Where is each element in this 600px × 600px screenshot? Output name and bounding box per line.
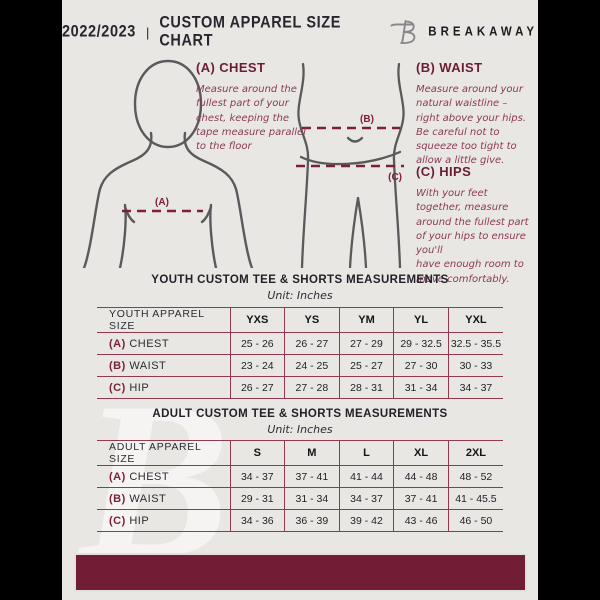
measurement-row: (A) CHEST 34 - 37 37 - 41 41 - 44 44 - 48 48 …	[97, 465, 503, 488]
size-chart-document: B 2022/2023 | CUSTOM APPAREL SIZE CHART …	[62, 0, 538, 600]
size-range-cell: 37 - 41	[284, 465, 340, 488]
measurement-letter: (A)	[109, 470, 126, 483]
title-year: 2022/2023	[62, 23, 136, 41]
measurement-label-cell: (A) CHEST	[97, 332, 230, 355]
size-range-cell: 29 - 32.5	[393, 332, 449, 355]
size-range-cell: 34 - 37	[447, 376, 503, 399]
size-range-cell: 41 - 44	[338, 465, 394, 488]
size-range-cell: 27 - 28	[284, 376, 340, 399]
size-range-cell: 25 - 26	[229, 332, 285, 355]
size-table-header-row: ADULT APPAREL SIZE S M L XL 2XL	[97, 440, 503, 466]
hips-instruction-body: With your feet together, measure around …	[416, 188, 529, 285]
adult-table-unit: Unit: Inches	[267, 423, 333, 436]
size-range-cell: 28 - 31	[338, 376, 394, 399]
size-range-cell: 29 - 31	[229, 487, 285, 510]
size-column-header: YL	[393, 307, 449, 333]
size-range-cell: 23 - 24	[229, 354, 285, 377]
hips-figure-diagram: (B) (C)	[296, 62, 405, 268]
size-column-header: XL	[393, 440, 449, 466]
measurement-label-cell: (B) WAIST	[97, 354, 230, 377]
title-main: CUSTOM APPAREL SIZE CHART	[159, 14, 342, 50]
size-range-cell: 39 - 42	[338, 509, 394, 532]
youth-table-unit: Unit: Inches	[267, 289, 333, 302]
header: 2022/2023 | CUSTOM APPAREL SIZE CHART BR…	[62, 14, 538, 50]
measurement-row: (A) CHEST 25 - 26 26 - 27 27 - 29 29 - 32.5 3…	[97, 332, 503, 355]
measurement-label-cell: (A) CHEST	[97, 465, 230, 488]
measurement-letter: (B)	[109, 492, 126, 505]
size-column-header: 2XL	[447, 440, 503, 466]
size-range-cell: 26 - 27	[229, 376, 285, 399]
chest-line-label: (A)	[155, 197, 169, 208]
size-column-header: YM	[338, 307, 394, 333]
size-range-cell: 31 - 34	[393, 376, 449, 399]
adult-table-title: ADULT CUSTOM TEE & SHORTS MEASUREMENTS	[152, 408, 448, 420]
size-range-cell: 32.5 - 35.5	[447, 332, 503, 355]
size-range-cell: 46 - 50	[447, 509, 503, 532]
measurement-label-cell: (C) HIP	[97, 509, 230, 532]
chest-instruction-body: Measure around the fullest part of your …	[196, 84, 306, 153]
size-range-cell: 34 - 37	[229, 465, 285, 488]
measurement-row: (B) WAIST 29 - 31 31 - 34 34 - 37 37 - 41 41 …	[97, 487, 503, 510]
page-title: 2022/2023 | CUSTOM APPAREL SIZE CHART	[62, 14, 368, 50]
measurement-row: (C) HIP 34 - 36 36 - 39 39 - 42 43 - 46 46 - …	[97, 509, 503, 532]
size-range-cell: 26 - 27	[284, 332, 340, 355]
hips-instruction-heading: (C) HIPS	[416, 164, 472, 179]
size-column-header: M	[284, 440, 340, 466]
size-range-cell: 27 - 30	[393, 354, 449, 377]
size-range-cell: 25 - 27	[338, 354, 394, 377]
size-range-cell: 27 - 29	[338, 332, 394, 355]
size-range-cell: 43 - 46	[393, 509, 449, 532]
measurement-letter: (A)	[109, 337, 126, 350]
size-table-corner-header: YOUTH APPAREL SIZE	[97, 307, 230, 333]
measurement-row: (C) HIP 26 - 27 27 - 28 28 - 31 31 - 34 34 - …	[97, 376, 503, 399]
waist-line-label: (B)	[360, 114, 374, 125]
measurement-label-cell: (C) HIP	[97, 376, 230, 399]
footer-accent-bar	[74, 553, 527, 592]
brand: BREAKAWAY	[390, 19, 538, 45]
waist-instruction-body: Measure around your natural waistline – …	[416, 84, 527, 167]
breakaway-b-logo-icon	[390, 20, 416, 44]
size-column-header: L	[338, 440, 394, 466]
size-range-cell: 36 - 39	[284, 509, 340, 532]
size-range-cell: 30 - 33	[447, 354, 503, 377]
size-column-header: YXS	[229, 307, 285, 333]
size-range-cell: 34 - 37	[338, 487, 394, 510]
hips-instruction: (C) HIPS With your feet together, measur…	[416, 164, 538, 287]
waist-instruction: (B) WAIST Measure around your natural wa…	[416, 60, 538, 169]
brand-name: BREAKAWAY	[428, 25, 538, 39]
measurement-letter: (B)	[109, 359, 126, 372]
measurement-letter: (C)	[109, 514, 126, 527]
youth-size-table: YOUTH APPAREL SIZE YXS YS YM YL YXL (A) CHEST 2…	[97, 307, 503, 399]
measurement-label-cell: (B) WAIST	[97, 487, 230, 510]
measurement-row: (B) WAIST 23 - 24 24 - 25 25 - 27 27 - 30 30 …	[97, 354, 503, 377]
title-separator: |	[145, 24, 150, 40]
size-column-header: YS	[284, 307, 340, 333]
size-range-cell: 34 - 36	[229, 509, 285, 532]
size-range-cell: 48 - 52	[447, 465, 503, 488]
youth-table-title: YOUTH CUSTOM TEE & SHORTS MEASUREMENTS	[151, 274, 449, 286]
measurement-letter: (C)	[109, 381, 126, 394]
waist-instruction-heading: (B) WAIST	[416, 60, 483, 75]
size-range-cell: 24 - 25	[284, 354, 340, 377]
size-column-header: YXL	[447, 307, 503, 333]
size-table-corner-header: ADULT APPAREL SIZE	[97, 440, 230, 466]
torso-figure-diagram: (A)	[82, 59, 254, 268]
size-range-cell: 37 - 41	[393, 487, 449, 510]
size-table-header-row: YOUTH APPAREL SIZE YXS YS YM YL YXL	[97, 307, 503, 333]
size-range-cell: 41 - 45.5	[447, 487, 503, 510]
chest-instruction: (A) CHEST Measure around the fullest par…	[196, 60, 326, 154]
chest-instruction-heading: (A) CHEST	[196, 60, 266, 75]
size-column-header: S	[229, 440, 285, 466]
adult-size-table: ADULT APPAREL SIZE S M L XL 2XL (A) CHEST 34 - …	[97, 440, 503, 532]
size-range-cell: 31 - 34	[284, 487, 340, 510]
hips-line-label: (C)	[388, 172, 402, 183]
size-range-cell: 44 - 48	[393, 465, 449, 488]
